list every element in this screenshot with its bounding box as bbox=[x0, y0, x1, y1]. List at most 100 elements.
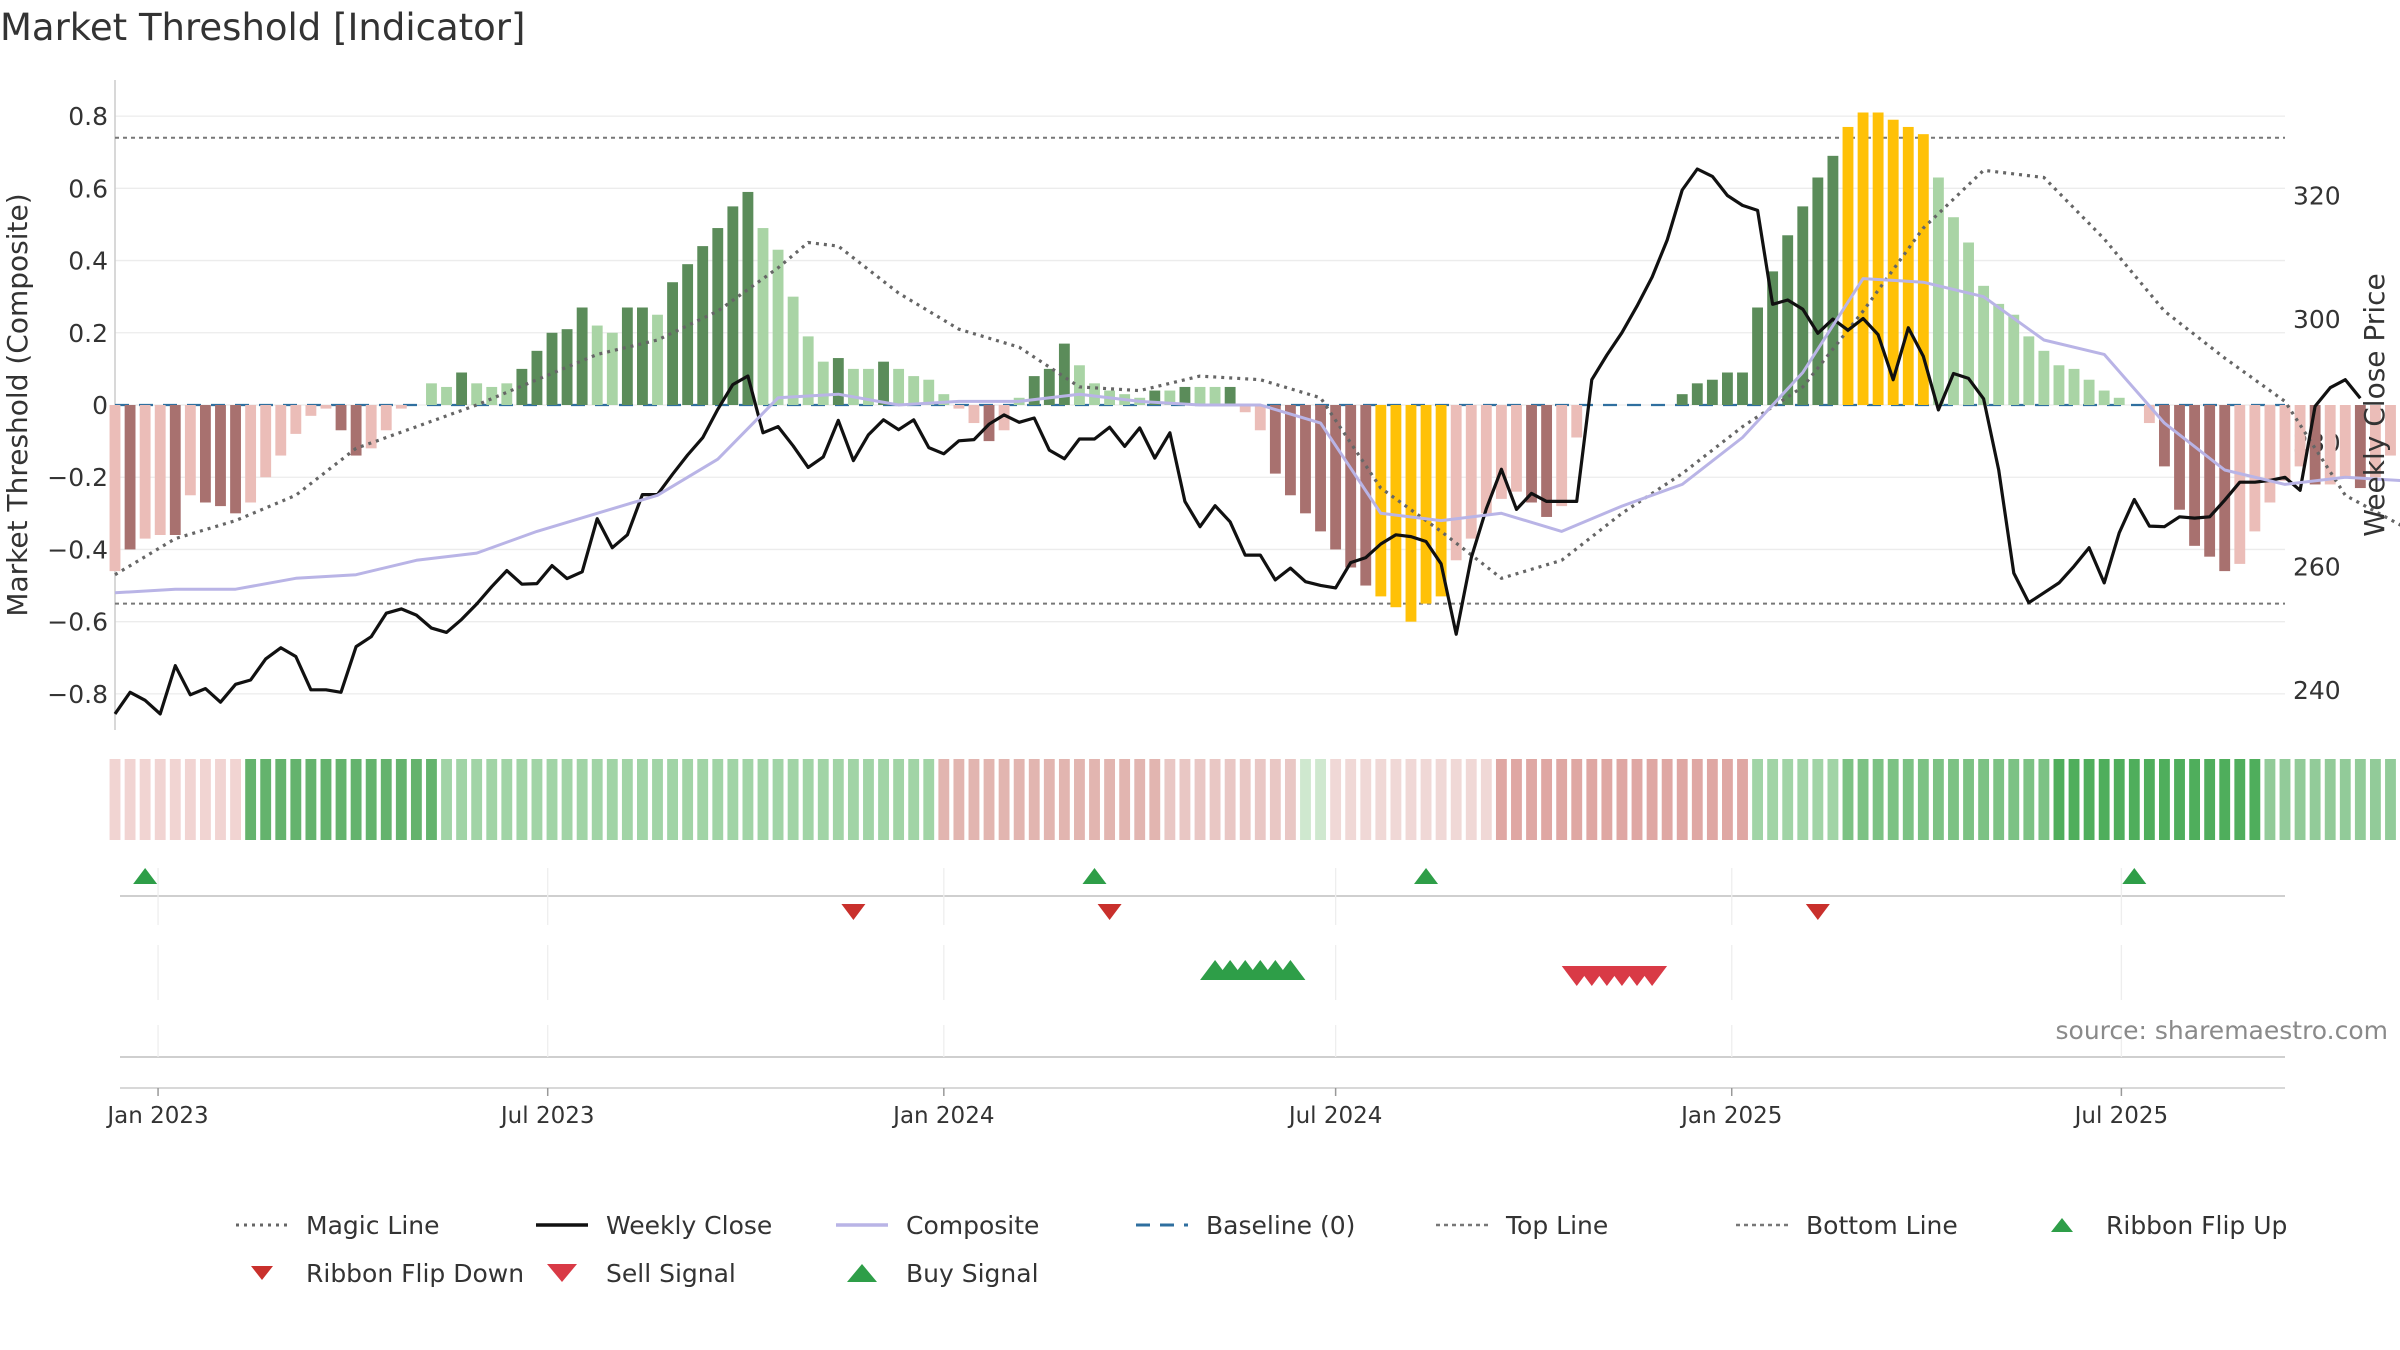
histogram-bar bbox=[908, 376, 920, 405]
ribbon-cell bbox=[1842, 759, 1854, 840]
legend-item-baseline: Baseline (0) bbox=[1134, 1208, 1434, 1242]
histogram-bar bbox=[124, 405, 136, 550]
composite-series bbox=[114, 277, 2400, 595]
ribbon-cell bbox=[410, 759, 422, 840]
ribbon-cell bbox=[320, 759, 332, 840]
histogram-bar bbox=[1284, 405, 1296, 496]
legend-item-ribbon-flip-down: Ribbon Flip Down bbox=[234, 1256, 534, 1290]
histogram-bar bbox=[1541, 405, 1553, 517]
ribbon-cell bbox=[2159, 759, 2170, 840]
ribbon-cell bbox=[1390, 759, 1402, 840]
histogram-bar bbox=[2294, 405, 2306, 467]
histogram-bar bbox=[1722, 372, 1733, 405]
ribbon-cell bbox=[2279, 759, 2291, 840]
ribbon-cell bbox=[2234, 759, 2246, 840]
histogram-bar bbox=[561, 329, 573, 405]
ribbon-cell bbox=[441, 759, 452, 840]
ribbon-cell bbox=[1963, 759, 1974, 840]
top-line-swatch bbox=[1436, 1223, 1488, 1227]
histogram-bar bbox=[817, 361, 829, 405]
ribbon-cell bbox=[2143, 759, 2155, 840]
histogram-bar bbox=[2038, 350, 2050, 405]
histogram-bar bbox=[591, 325, 603, 405]
y-right-tick-label: 320 bbox=[2293, 182, 2341, 211]
histogram-bar bbox=[1842, 126, 1854, 405]
ribbon-cell bbox=[2053, 759, 2065, 840]
ribbon-cell bbox=[1209, 759, 1221, 840]
x-tick-label: Jul 2024 bbox=[1287, 1103, 1383, 1129]
legend-label: Composite bbox=[906, 1210, 1040, 1240]
histogram-bar bbox=[1345, 405, 1357, 568]
legend-label: Magic Line bbox=[306, 1210, 440, 1240]
ribbon-cell bbox=[2038, 759, 2050, 840]
histogram-bar bbox=[637, 307, 648, 405]
histogram-bar bbox=[1978, 285, 1990, 405]
histogram-bar bbox=[1360, 405, 1372, 586]
ribbon-cell bbox=[184, 759, 196, 840]
histogram-bar bbox=[953, 405, 965, 409]
legend-label: Ribbon Flip Down bbox=[306, 1258, 525, 1288]
weekly-close-swatch bbox=[536, 1223, 588, 1227]
ribbon-cell bbox=[1978, 759, 1990, 840]
ribbon-cell bbox=[1058, 759, 1070, 840]
histogram-bar bbox=[1028, 376, 1040, 405]
ribbon-cell bbox=[757, 759, 769, 840]
ribbon-cell bbox=[2113, 759, 2125, 840]
ribbon-cell bbox=[2023, 759, 2035, 840]
histogram-bar bbox=[1390, 405, 1402, 608]
histogram-bar bbox=[938, 394, 950, 405]
histogram-bar bbox=[365, 405, 377, 449]
ribbon-cell bbox=[1043, 759, 1055, 840]
ribbon-cell bbox=[230, 759, 241, 840]
ribbon-cell bbox=[2385, 759, 2396, 840]
ribbon-cell bbox=[1074, 759, 1085, 840]
histogram-bar bbox=[2354, 405, 2366, 489]
histogram-bar bbox=[1330, 405, 1342, 550]
histogram-bar bbox=[1556, 405, 1568, 507]
ribbon-cell bbox=[1013, 759, 1025, 840]
ribbon-cell bbox=[1902, 759, 1914, 840]
ribbon-cell bbox=[169, 759, 181, 840]
histogram-bar bbox=[1526, 405, 1537, 503]
y-left-tick-label: 0.4 bbox=[68, 247, 108, 276]
histogram-bar bbox=[772, 249, 784, 405]
histogram-bar bbox=[1375, 405, 1387, 597]
y-right-tick-label: 300 bbox=[2293, 305, 2341, 334]
ribbon-cell bbox=[1993, 759, 2005, 840]
histogram-bar bbox=[1239, 405, 1251, 413]
histogram-bar bbox=[1737, 372, 1748, 405]
ribbon-cell bbox=[983, 759, 995, 840]
ribbon-cell bbox=[1330, 759, 1342, 840]
histogram-bar bbox=[1887, 119, 1899, 405]
histogram-bar bbox=[1827, 155, 1839, 405]
histogram-bar bbox=[1948, 217, 1959, 405]
histogram-bar bbox=[199, 405, 211, 503]
ribbon-cell bbox=[787, 759, 799, 840]
histogram-bar bbox=[697, 246, 709, 405]
ribbon-cell bbox=[832, 759, 844, 840]
ribbon-cell bbox=[2249, 759, 2261, 840]
histogram-bar bbox=[2264, 405, 2276, 503]
histogram-bar bbox=[1511, 405, 1522, 492]
histogram-bar bbox=[1149, 390, 1161, 405]
histogram-bar bbox=[456, 372, 468, 405]
ribbon-cell bbox=[1465, 759, 1477, 840]
histogram-bar bbox=[1797, 206, 1809, 405]
legend: Magic Line Weekly Close Composite Baseli… bbox=[234, 1208, 2354, 1290]
histogram-bar bbox=[1917, 134, 1929, 405]
histogram-bar bbox=[1495, 405, 1507, 499]
ribbon-cell bbox=[139, 759, 151, 840]
histogram-bar bbox=[1571, 405, 1583, 438]
ribbon-cell bbox=[1435, 759, 1447, 840]
legend-label: Ribbon Flip Up bbox=[2106, 1210, 2288, 1240]
histogram-bar bbox=[1752, 307, 1763, 405]
ribbon-cell bbox=[2068, 759, 2080, 840]
y-left-tick-label: 0.2 bbox=[68, 319, 108, 348]
chart-canvas: 0.80.60.40.20−0.2−0.4−0.6−0.832030028026… bbox=[1, 80, 2400, 1129]
ribbon-cell bbox=[1706, 759, 1718, 840]
ribbon-cell bbox=[2219, 759, 2231, 840]
histogram-bar bbox=[1706, 379, 1718, 405]
histogram-bar bbox=[1043, 368, 1055, 405]
histogram-bar bbox=[1676, 394, 1688, 405]
histogram-bar bbox=[1209, 386, 1221, 405]
